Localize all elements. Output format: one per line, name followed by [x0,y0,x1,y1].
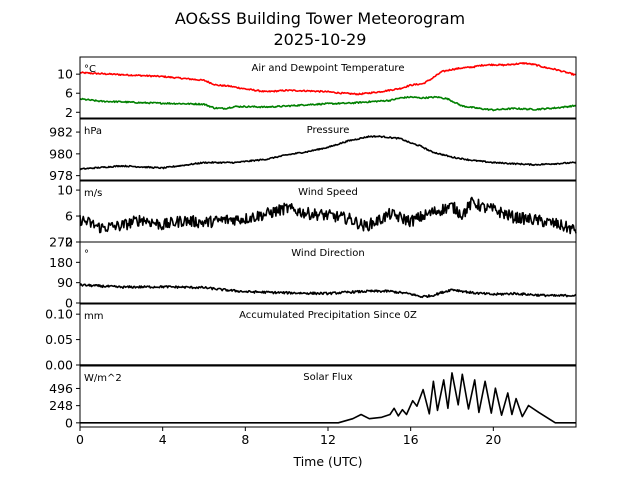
series-line-wind-direction [79,283,577,299]
y-tick-label: 496 [49,381,73,396]
series-line-wind-speed [79,196,577,235]
series-line-dewpoint [79,95,577,112]
x-axis: 0 4 8 12 16 20 [76,427,501,447]
panel-title: Wind Direction [291,248,365,259]
panels-group: 2 6 10 °C Air and Dewpoint Temperature 978 980… [45,56,577,430]
y-tick-label: 10 [57,183,73,198]
panel-title: Pressure [307,125,350,136]
y-tick-label: 248 [49,398,73,413]
y-tick-label: 90 [57,275,73,290]
panel-6: 0 248 496 W/m^2 Solar Flux [49,365,577,430]
y-tick-label: 0.10 [45,307,73,322]
y-tick-label: 0 [65,415,73,430]
panel-frame [79,118,577,181]
panel-title: Accumulated Precipitation Since 0Z [239,310,417,321]
x-tick-label: 20 [485,432,501,447]
panel-3: 2 6 10 m/s Wind Speed [57,180,577,250]
panel-unit-label: °C [84,64,96,75]
x-tick-label: 12 [320,432,336,447]
x-tick-label: 8 [241,432,249,447]
y-tick-label: 6 [65,209,73,224]
panel-unit-label: m/s [84,188,102,199]
chart-title-line2: 2025-10-29 [274,30,367,49]
x-tick-label: 16 [403,432,419,447]
y-tick-label: 0 [65,296,73,311]
y-tick-label: 978 [49,168,73,183]
y-tick-label: 982 [49,125,73,140]
panel-title: Solar Flux [303,372,353,383]
y-tick-label: 180 [49,255,73,270]
x-tick-label: 0 [76,432,84,447]
x-axis-label: Time (UTC) [292,454,362,469]
panel-5: 0.00 0.05 0.10 mm Accumulated Precipitation … [45,303,577,373]
y-tick-label: 980 [49,146,73,161]
panel-frame [79,241,577,304]
y-tick-label: 0.05 [45,332,73,347]
panel-unit-label: mm [84,311,103,322]
series-line-air-temperature [79,61,577,96]
y-tick-label: 6 [65,86,73,101]
y-tick-label: 2 [65,105,73,120]
y-tick-label: 2 [65,235,73,250]
panel-frame [79,303,577,366]
y-tick-label: 10 [57,67,73,82]
panel-4: 0 90 180 270 ° Wind Direction [49,235,577,311]
panel-title: Air and Dewpoint Temperature [252,63,405,74]
series-line-solar-flux [80,372,576,424]
panel-title: Wind Speed [298,187,358,198]
panel-unit-label: hPa [84,126,102,137]
series-line-pressure [79,135,577,171]
y-tick-label: 0.00 [45,358,73,373]
panel-2: 978 980 982 hPa Pressure [49,118,577,183]
x-tick-label: 4 [159,432,167,447]
panel-unit-label: W/m^2 [84,373,122,384]
panel-frame [79,56,577,119]
y-tick-label: 270 [49,235,73,250]
panel-1: 2 6 10 °C Air and Dewpoint Temperature [57,56,577,120]
chart-title-line1: AO&SS Building Tower Meteorogram [175,9,465,28]
panel-unit-label: ° [84,249,89,260]
